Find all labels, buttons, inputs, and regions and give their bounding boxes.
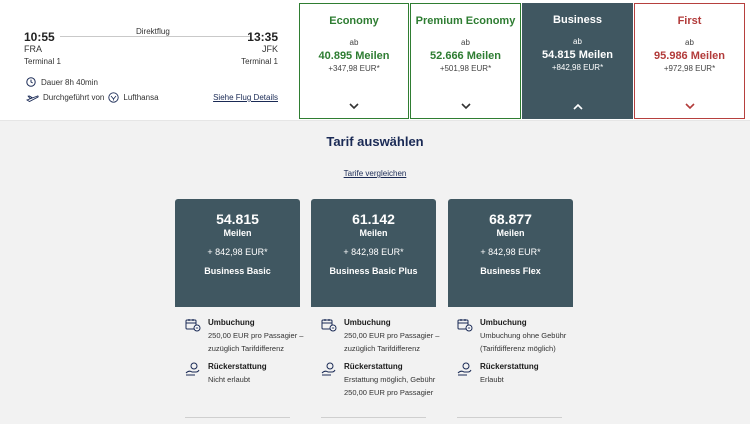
- feature-refund: Rückerstattung Erlaubt: [457, 362, 577, 386]
- feature-title: Rückerstattung: [480, 362, 539, 371]
- fare-card-business-basic[interactable]: 54.815 Meilen + 842,98 EUR* Business Bas…: [175, 199, 300, 307]
- fare-miles: 68.877: [489, 211, 532, 227]
- fare-name: Business Basic: [204, 266, 271, 276]
- chevron-down-icon: [460, 103, 471, 110]
- fare-card-business-basic-plus[interactable]: 61.142 Meilen + 842,98 EUR* Business Bas…: [311, 199, 436, 307]
- feature-title: Umbuchung: [480, 318, 527, 327]
- cabin-price: +501,98 EUR*: [439, 64, 492, 73]
- operated-by: Durchgeführt von Lufthansa: [26, 92, 159, 103]
- feature-text: Erlaubt: [480, 375, 504, 384]
- cabin-price: +972,98 EUR*: [663, 64, 716, 73]
- flight-duration: Dauer 8h 40min: [26, 77, 98, 87]
- chevron-down-icon: [349, 103, 359, 110]
- feature-text: Nicht erlaubt: [208, 375, 251, 384]
- flight-summary-bar: Direktflug 10:55 13:35 FRA JFK Terminal …: [0, 0, 750, 121]
- fare-miles-unit: Meilen: [496, 228, 525, 238]
- cabin-premium-economy[interactable]: Premium Economy ab 52.666 Meilen +501,98…: [410, 3, 521, 119]
- cabin-economy[interactable]: Economy ab 40.895 Meilen +347,98 EUR*: [299, 3, 409, 119]
- route-line: [60, 36, 250, 37]
- feature-text: 250,00 EUR pro Passagier – zuzüglich Tar…: [344, 331, 440, 353]
- fare-price: + 842,98 EUR*: [480, 247, 541, 257]
- cabin-miles: 95.986 Meilen: [654, 50, 725, 62]
- chevron-up-icon: [572, 103, 583, 110]
- feature-rebooking: Umbuchung 250,00 EUR pro Passagier – zuz…: [185, 318, 305, 355]
- cabin-name: First: [677, 15, 702, 27]
- fare-name: Business Flex: [480, 266, 541, 276]
- feature-rebooking: Umbuchung 250,00 EUR pro Passagier – zuz…: [321, 318, 441, 355]
- fare-features-business-basic-plus: Umbuchung 250,00 EUR pro Passagier – zuz…: [321, 318, 441, 399]
- feature-rebooking: Umbuchung Umbuchung ohne Gebühr (Tarifdi…: [457, 318, 577, 355]
- cabin-from-label: ab: [573, 37, 582, 46]
- divider: [457, 417, 562, 418]
- feature-text: 250,00 EUR pro Passagier – zuzüglich Tar…: [208, 331, 304, 353]
- cabin-from-label: ab: [349, 38, 359, 47]
- arrival-terminal: Terminal 1: [241, 57, 278, 66]
- tariff-title: Tarif auswählen: [326, 134, 424, 149]
- arrival-airport: JFK: [261, 44, 278, 54]
- chevron-down-icon: [684, 103, 695, 110]
- cabin-miles: 40.895 Meilen: [318, 50, 390, 62]
- feature-refund: Rückerstattung Erstattung möglich, Gebüh…: [321, 362, 441, 399]
- plane-icon: [26, 95, 39, 102]
- divider: [321, 417, 426, 418]
- fare-price: + 842,98 EUR*: [343, 247, 404, 257]
- rebooking-icon: [457, 319, 473, 332]
- feature-text: Umbuchung ohne Gebühr (Tarifdifferenz mö…: [480, 331, 567, 353]
- feature-refund: Rückerstattung Nicht erlaubt: [185, 362, 305, 386]
- fare-features-business-flex: Umbuchung Umbuchung ohne Gebühr (Tarifdi…: [457, 318, 577, 386]
- cabin-first[interactable]: First ab 95.986 Meilen +972,98 EUR*: [634, 3, 745, 119]
- lufthansa-logo-icon: [108, 92, 120, 103]
- departure-terminal: Terminal 1: [24, 57, 61, 66]
- duration-text: Dauer 8h 40min: [41, 77, 98, 87]
- cabin-miles: 54.815 Meilen: [542, 49, 613, 61]
- operator-name: Lufthansa: [123, 93, 159, 102]
- fare-name: Business Basic Plus: [329, 266, 418, 276]
- feature-title: Umbuchung: [344, 318, 391, 327]
- refund-icon: [457, 362, 472, 376]
- operated-by-label: Durchgeführt von: [43, 93, 105, 102]
- refund-icon: [185, 362, 200, 376]
- refund-icon: [321, 362, 336, 376]
- feature-text: Erstattung möglich, Gebühr 250,00 EUR pr…: [344, 375, 436, 397]
- fare-features-business-basic: Umbuchung 250,00 EUR pro Passagier – zuz…: [185, 318, 305, 386]
- fare-price: + 842,98 EUR*: [207, 247, 268, 257]
- rebooking-icon: [185, 319, 201, 332]
- flight-type: Direktflug: [136, 27, 170, 36]
- fare-card-business-flex[interactable]: 68.877 Meilen + 842,98 EUR* Business Fle…: [448, 199, 573, 307]
- cabin-name: Business: [553, 14, 602, 26]
- compare-tariffs-link[interactable]: Tarife vergleichen: [343, 169, 407, 178]
- rebooking-icon: [321, 319, 337, 332]
- flight-details-link[interactable]: Siehe Flug Details: [213, 93, 278, 102]
- fare-miles-unit: Meilen: [359, 228, 388, 238]
- feature-title: Rückerstattung: [344, 362, 403, 371]
- cabin-from-label: ab: [461, 38, 470, 47]
- departure-time: 10:55: [24, 30, 55, 44]
- feature-title: Rückerstattung: [208, 362, 267, 371]
- fare-miles: 54.815: [216, 211, 259, 227]
- cabin-price: +347,98 EUR*: [328, 64, 380, 73]
- cabin-business[interactable]: Business ab 54.815 Meilen +842,98 EUR*: [522, 3, 633, 119]
- cabin-name: Premium Economy: [415, 15, 516, 27]
- departure-airport: FRA: [24, 44, 42, 54]
- fare-miles: 61.142: [352, 211, 395, 227]
- feature-title: Umbuchung: [208, 318, 255, 327]
- fare-miles-unit: Meilen: [223, 228, 252, 238]
- cabin-from-label: ab: [685, 38, 694, 47]
- divider: [185, 417, 290, 418]
- cabin-price: +842,98 EUR*: [551, 63, 604, 72]
- arrival-time: 13:35: [247, 30, 278, 44]
- clock-icon: [26, 77, 36, 87]
- cabin-miles: 52.666 Meilen: [430, 50, 501, 62]
- compare-tariffs: Tarife vergleichen: [0, 169, 750, 178]
- cabin-name: Economy: [329, 15, 379, 27]
- flight-info: Direktflug 10:55 13:35 FRA JFK Terminal …: [0, 0, 298, 121]
